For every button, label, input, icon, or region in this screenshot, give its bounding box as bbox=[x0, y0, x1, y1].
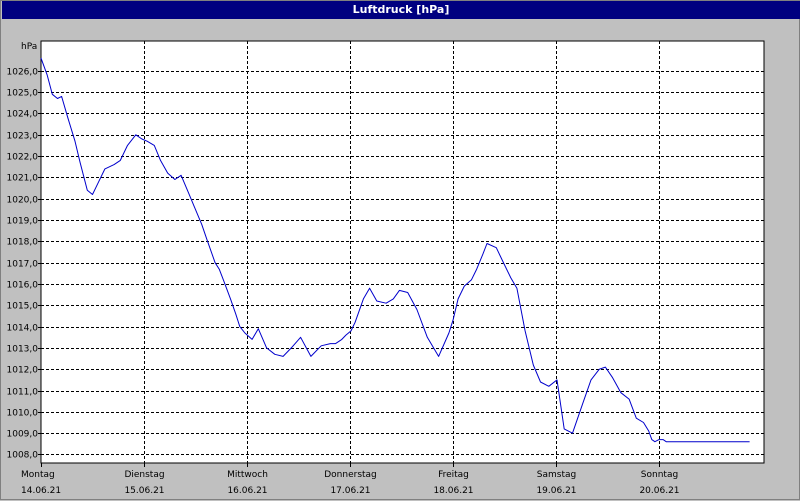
x-tick-day-label: Dienstag bbox=[124, 470, 164, 480]
y-tick-label: 1021,0 bbox=[7, 174, 39, 184]
x-tick-day-label: Mittwoch bbox=[227, 470, 268, 480]
y-tick-label: 1015,0 bbox=[7, 302, 39, 312]
y-tick-label: 1010,0 bbox=[7, 409, 39, 419]
x-tick-day-label: Sonntag bbox=[641, 470, 678, 480]
y-tick-label: 1025,0 bbox=[7, 89, 39, 99]
x-tick-day-label: Samstag bbox=[537, 470, 576, 480]
x-tick-date-label: 15.06.21 bbox=[124, 486, 164, 496]
y-tick-label: 1017,0 bbox=[7, 260, 39, 270]
pressure-series-line bbox=[40, 57, 750, 443]
x-tick-day-label: Montag bbox=[21, 470, 55, 480]
x-tick-date-label: 19.06.21 bbox=[536, 486, 576, 496]
series-group bbox=[40, 57, 750, 443]
y-axis-unit-label: hPa bbox=[21, 42, 37, 52]
y-tick-label: 1016,0 bbox=[7, 281, 39, 291]
y-axis-ticks: 1008,0 1009,0 1010,0 1011,0 1012,0 1013,0 1014… bbox=[7, 68, 41, 461]
x-tick-day-label: Donnerstag bbox=[324, 470, 377, 480]
y-tick-label: 1011,0 bbox=[7, 388, 39, 398]
chart-title: Luftdruck [hPa] bbox=[2, 1, 800, 19]
y-tick-label: 1009,0 bbox=[7, 430, 39, 440]
y-tick-label: 1012,0 bbox=[7, 366, 39, 376]
y-tick-label: 1008,0 bbox=[7, 451, 39, 461]
x-tick-date-label: 18.06.21 bbox=[433, 486, 473, 496]
grid-lines bbox=[41, 41, 764, 463]
x-tick-day-label: Freitag bbox=[438, 470, 469, 480]
y-tick-label: 1022,0 bbox=[7, 153, 39, 163]
y-tick-label: 1023,0 bbox=[7, 132, 39, 142]
y-tick-label: 1024,0 bbox=[7, 110, 39, 120]
x-axis-ticks: Montag 14.06.21 Dienstag 15.06.21 Mittwoch 16… bbox=[21, 463, 680, 496]
y-tick-label: 1013,0 bbox=[7, 345, 39, 355]
x-tick-date-label: 16.06.21 bbox=[227, 486, 267, 496]
plot-area bbox=[40, 40, 765, 464]
y-tick-label: 1014,0 bbox=[7, 324, 39, 334]
x-tick-date-label: 17.06.21 bbox=[330, 486, 370, 496]
x-tick-date-label: 14.06.21 bbox=[21, 486, 61, 496]
x-tick-date-label: 20.06.21 bbox=[639, 486, 679, 496]
y-tick-label: 1020,0 bbox=[7, 196, 39, 206]
y-tick-label: 1019,0 bbox=[7, 217, 39, 227]
y-tick-label: 1018,0 bbox=[7, 238, 39, 248]
y-tick-label: 1026,0 bbox=[7, 68, 39, 78]
